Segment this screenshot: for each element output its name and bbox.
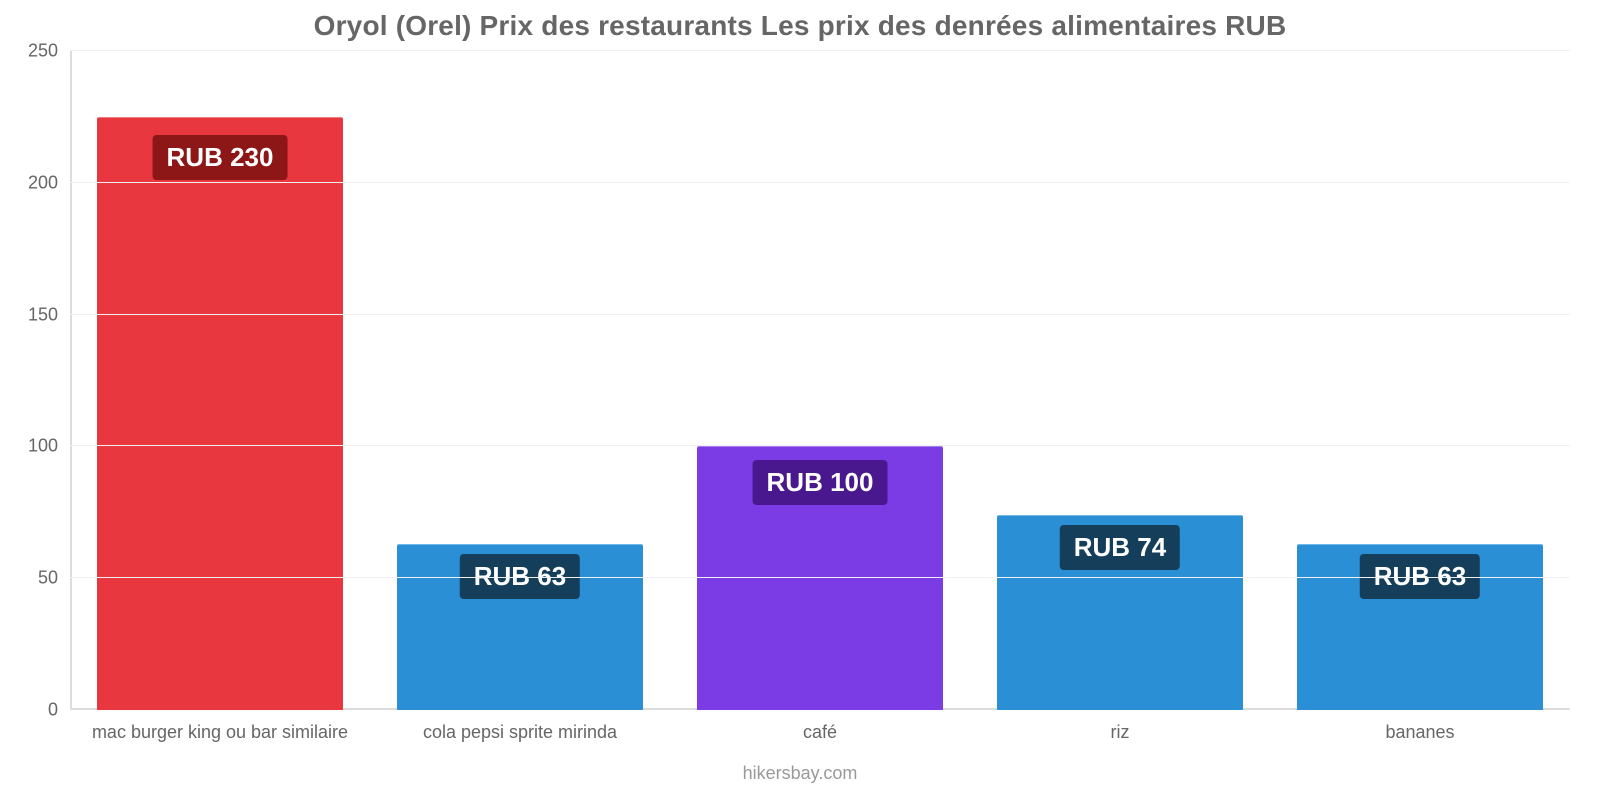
y-tick-label: 100 bbox=[28, 436, 70, 457]
gridline bbox=[70, 577, 1570, 578]
bar-value-label: RUB 100 bbox=[753, 460, 888, 505]
y-tick-label: 200 bbox=[28, 172, 70, 193]
y-tick-label: 0 bbox=[48, 700, 70, 721]
gridline bbox=[70, 182, 1570, 183]
x-tick-label: riz bbox=[970, 722, 1270, 743]
source-credit: hikersbay.com bbox=[0, 763, 1600, 784]
chart-title: Oryol (Orel) Prix des restaurants Les pr… bbox=[0, 10, 1600, 42]
bar-slot: RUB 74riz bbox=[970, 51, 1270, 710]
bar-slot: RUB 63cola pepsi sprite mirinda bbox=[370, 51, 670, 710]
x-tick-label: cola pepsi sprite mirinda bbox=[370, 722, 670, 743]
gridline bbox=[70, 314, 1570, 315]
bar: RUB 63 bbox=[1297, 544, 1543, 710]
x-tick-label: café bbox=[670, 722, 970, 743]
bar-slot: RUB 100café bbox=[670, 51, 970, 710]
gridline bbox=[70, 445, 1570, 446]
y-tick-label: 150 bbox=[28, 304, 70, 325]
bar-value-label: RUB 74 bbox=[1060, 525, 1180, 570]
y-tick-label: 250 bbox=[28, 41, 70, 62]
bar-chart: Oryol (Orel) Prix des restaurants Les pr… bbox=[0, 0, 1600, 800]
x-tick-label: mac burger king ou bar similaire bbox=[70, 722, 370, 743]
bar: RUB 63 bbox=[397, 544, 643, 710]
bar: RUB 74 bbox=[997, 515, 1243, 710]
y-tick-label: 50 bbox=[38, 568, 70, 589]
x-tick-label: bananes bbox=[1270, 722, 1570, 743]
plot-area: RUB 230mac burger king ou bar similaireR… bbox=[70, 50, 1570, 710]
bar-slot: RUB 63bananes bbox=[1270, 51, 1570, 710]
bar-value-label: RUB 230 bbox=[153, 135, 288, 180]
bar-slot: RUB 230mac burger king ou bar similaire bbox=[70, 51, 370, 710]
bar: RUB 230 bbox=[97, 117, 343, 710]
bars-layer: RUB 230mac burger king ou bar similaireR… bbox=[70, 51, 1570, 710]
bar: RUB 100 bbox=[697, 446, 943, 710]
